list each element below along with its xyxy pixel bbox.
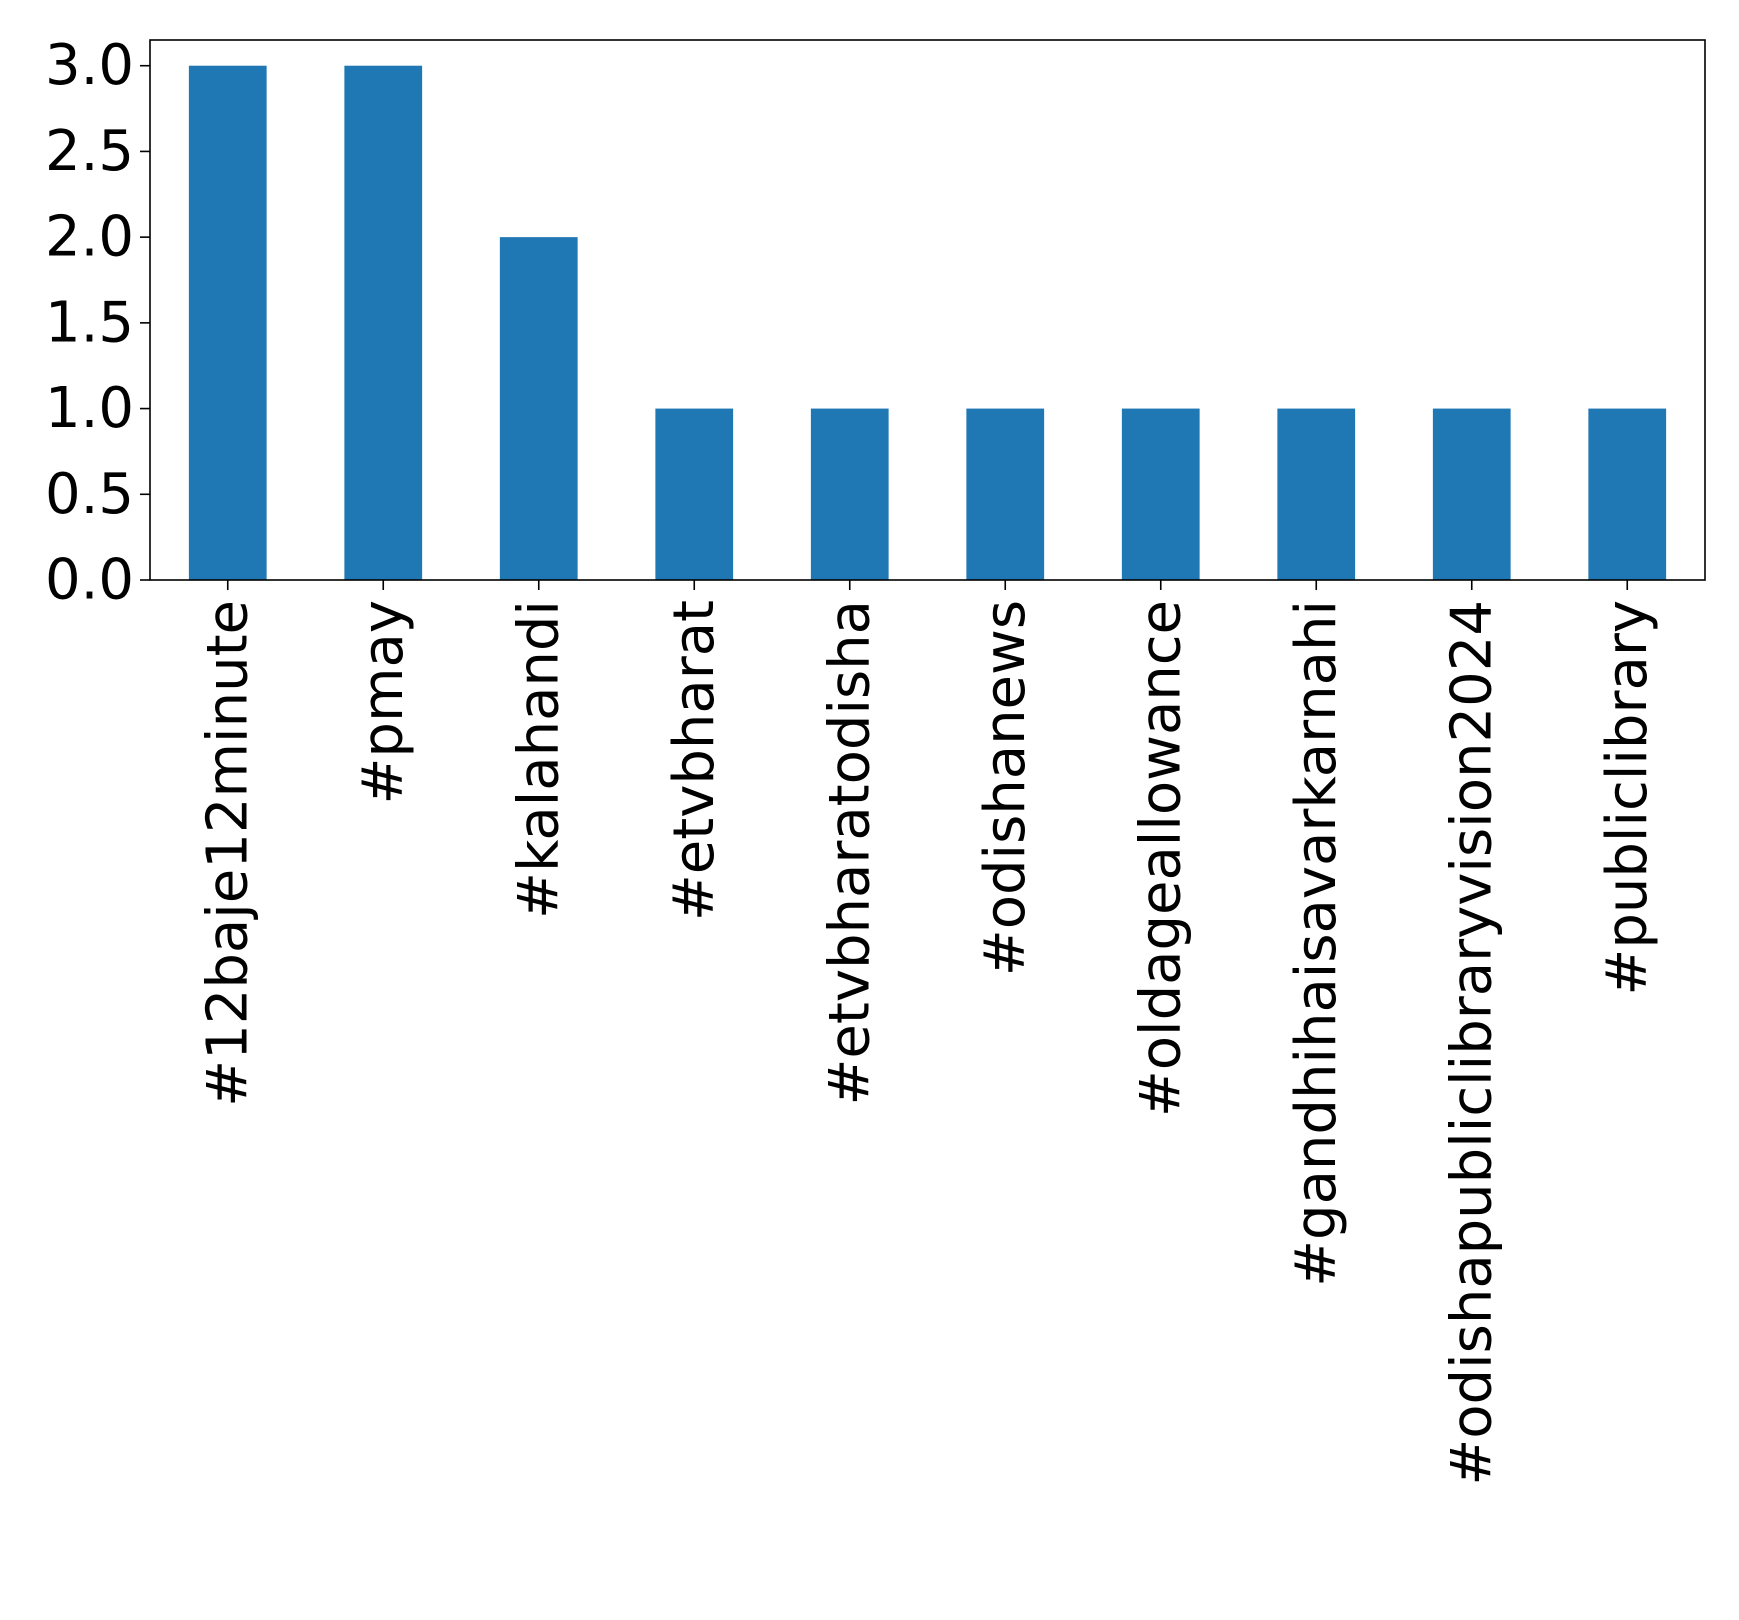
bar-8: [1432, 408, 1511, 580]
x-tick-label-4: #etvbharatodisha: [817, 600, 882, 1105]
x-tick-label-3: #etvbharat: [662, 600, 727, 921]
x-tick-label-1: #pmay: [351, 600, 416, 804]
y-tick-label-3: 1.5: [45, 290, 134, 355]
x-tick-label-9: #publiclibrary: [1595, 600, 1660, 996]
y-tick-label-0: 0.0: [45, 548, 134, 613]
x-tick-label-8: #odishapubliclibraryvision2024: [1439, 600, 1504, 1486]
bar-2: [499, 237, 578, 580]
plot-frame: [149, 39, 1706, 581]
x-tick-label-7: #gandhihaisavarkarnahi: [1284, 600, 1349, 1287]
bar-3: [655, 408, 734, 580]
bars-layer: [188, 65, 1667, 580]
bar-5: [966, 408, 1045, 580]
y-tick-label-4: 2.0: [45, 205, 134, 270]
x-tick-label-6: #oldageallowance: [1128, 600, 1193, 1117]
bar-6: [1121, 408, 1200, 580]
y-axis: 0.0 0.5 1.0 1.5 2.0 2.5 3.0: [45, 33, 150, 613]
x-axis: #12baje12minute #pmay #kalahandi #etvbharat…: [195, 580, 1660, 1486]
bar-9: [1588, 408, 1667, 580]
y-tick-label-2: 1.0: [45, 376, 134, 441]
bar-1: [344, 65, 423, 580]
y-tick-label-1: 0.5: [45, 462, 134, 527]
x-tick-label-2: #kalahandi: [506, 600, 571, 919]
x-tick-label-5: #odishanews: [973, 600, 1038, 976]
bar-7: [1277, 408, 1356, 580]
bar-4: [810, 408, 889, 580]
bar-0: [188, 65, 267, 580]
x-tick-label-0: #12baje12minute: [195, 600, 260, 1107]
y-tick-label-5: 2.5: [45, 119, 134, 184]
y-tick-label-6: 3.0: [45, 33, 134, 98]
